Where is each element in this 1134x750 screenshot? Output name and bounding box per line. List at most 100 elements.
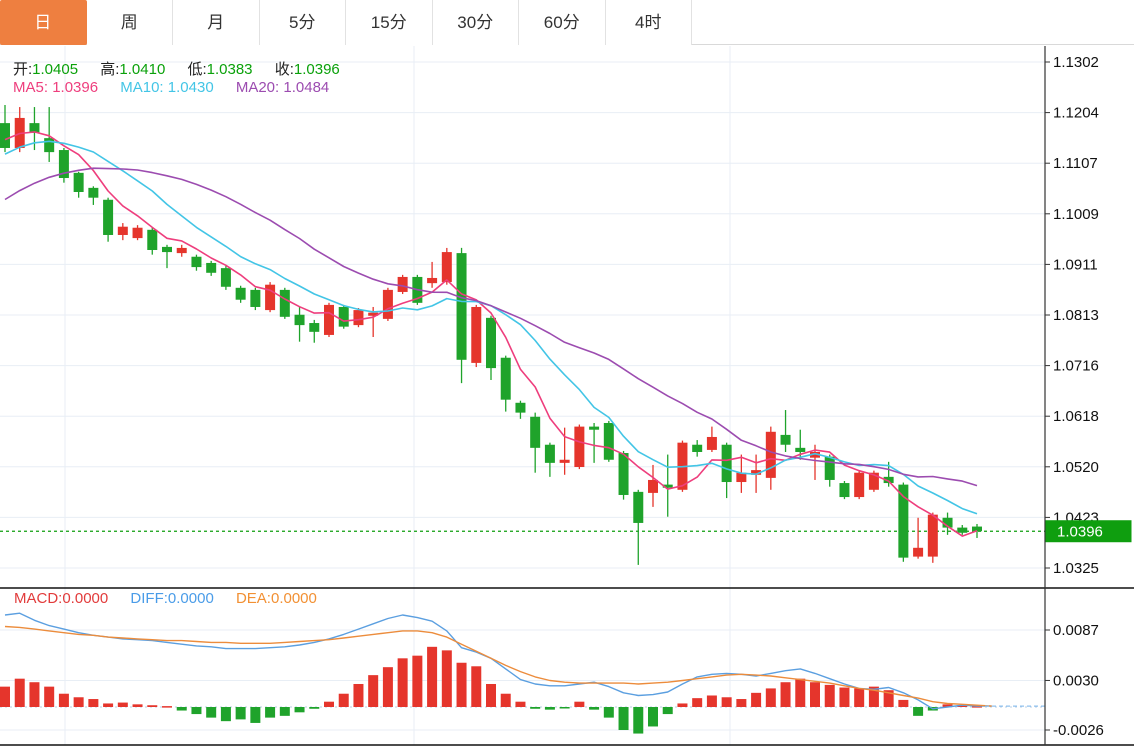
candle-body <box>633 491 644 523</box>
macd-axis-label: 0.0030 <box>1053 672 1099 689</box>
macd-hist-bar <box>589 707 600 710</box>
macd-hist-bar <box>618 707 629 731</box>
price-axis-label: 1.0520 <box>1053 459 1099 476</box>
macd-hist-bar <box>500 693 511 707</box>
tab-60min[interactable]: 60分 <box>519 0 606 45</box>
candle-body <box>147 229 158 251</box>
candle-body <box>486 317 496 369</box>
macd-hist-bar <box>471 666 482 707</box>
candle-body <box>353 310 364 326</box>
macd-hist-bar <box>736 699 747 707</box>
macd-hist-bar <box>677 703 688 707</box>
current-price-badge-label: 1.0396 <box>1057 524 1103 541</box>
macd-hist-bar <box>972 706 982 708</box>
macd-hist-bar <box>117 702 128 707</box>
macd-axis-label: -0.0026 <box>1053 722 1104 739</box>
candle-body <box>603 422 614 460</box>
candle-body <box>721 444 732 483</box>
macd-hist-bar <box>309 707 320 709</box>
macd-hist-bar <box>206 707 217 718</box>
price-axis-label: 1.1204 <box>1053 105 1099 122</box>
candle-body <box>927 514 938 557</box>
candle-body <box>0 123 10 148</box>
candle-body <box>692 444 703 452</box>
candle-body <box>913 547 924 557</box>
macd-hist-bar <box>883 690 894 707</box>
macd-hist-bar <box>706 695 717 707</box>
macd-hist-bar <box>942 704 953 707</box>
macd-hist-bar <box>868 686 879 707</box>
candle-body <box>309 323 320 332</box>
candlestick-macd-canvas[interactable]: 1.1302 1.1204 1.1107 1.1009 1.0911 1.0813 1.07… <box>0 45 1134 750</box>
macd-hist-bar <box>427 646 438 707</box>
candle-body <box>103 199 114 235</box>
macd-hist-bar <box>250 707 261 723</box>
candle-body <box>88 187 99 198</box>
macd-hist-bar <box>780 682 791 707</box>
macd-hist-bar <box>692 698 703 707</box>
macd-hist-bar <box>544 707 555 710</box>
macd-hist-bar <box>603 707 614 718</box>
candle-body <box>942 517 953 528</box>
tab-month[interactable]: 月 <box>173 0 260 45</box>
candle-body <box>279 289 290 317</box>
candle-body <box>441 252 452 283</box>
candle-body <box>471 306 482 363</box>
candle-body <box>589 426 600 430</box>
macd-axis-label: 0.0087 <box>1053 622 1099 639</box>
macd-hist-bar <box>913 707 924 716</box>
macd-hist-bar <box>751 692 762 707</box>
price-axis-label: 1.0618 <box>1053 408 1099 425</box>
candle-body <box>883 476 894 484</box>
macd-hist-bar <box>441 650 452 707</box>
candle-body <box>220 268 231 287</box>
price-axis-label: 1.1107 <box>1053 155 1098 172</box>
candle-body <box>706 436 717 450</box>
candle-body <box>544 444 555 463</box>
macd-hist-bar <box>73 697 84 707</box>
macd-hist-bar <box>353 683 364 707</box>
macd-hist-bar <box>103 703 114 707</box>
candle-body <box>29 123 40 133</box>
candle-body <box>162 246 172 253</box>
candle-body <box>427 277 438 284</box>
macd-hist-bar <box>397 658 408 707</box>
candle-body <box>515 402 526 413</box>
ma20-line <box>4 167 978 487</box>
macd-hist-bar <box>324 701 334 707</box>
candle-body <box>338 306 349 327</box>
tab-15min[interactable]: 15分 <box>346 0 433 45</box>
candle-body <box>191 256 202 268</box>
macd-hist-bar <box>765 688 776 707</box>
macd-hist-bar <box>486 683 496 707</box>
price-axis-label: 1.0716 <box>1053 358 1099 375</box>
price-axis-label: 1.0911 <box>1053 256 1098 273</box>
chart-area[interactable]: 1.1302 1.1204 1.1107 1.1009 1.0911 1.0813 1.07… <box>0 45 1134 750</box>
macd-hist-bar <box>456 662 467 707</box>
candle-body <box>500 357 511 400</box>
macd-hist-bar <box>162 706 172 708</box>
tab-4hour[interactable]: 4时 <box>605 0 692 45</box>
macd-hist-bar <box>220 707 231 722</box>
tab-30min[interactable]: 30分 <box>432 0 519 45</box>
macd-hist-bar <box>235 707 246 720</box>
candle-body <box>117 226 128 235</box>
candle-body <box>854 472 865 498</box>
candle-body <box>765 431 776 478</box>
candle-body <box>736 472 747 483</box>
candle-body <box>957 527 968 533</box>
tab-5min[interactable]: 5分 <box>259 0 346 45</box>
macd-hist-bar <box>14 678 25 707</box>
current-price-badge <box>1045 520 1132 543</box>
macd-hist-bar <box>839 687 850 707</box>
macd-hist-bar <box>648 707 658 727</box>
macd-hist-bar <box>338 693 349 707</box>
macd-hist-bar <box>824 684 835 707</box>
tab-day[interactable]: 日 <box>0 0 87 45</box>
macd-hist-bar <box>662 707 673 715</box>
tab-week[interactable]: 周 <box>86 0 173 45</box>
candle-body <box>206 262 217 273</box>
macd-hist-bar <box>559 707 570 709</box>
candle-body <box>397 276 408 292</box>
